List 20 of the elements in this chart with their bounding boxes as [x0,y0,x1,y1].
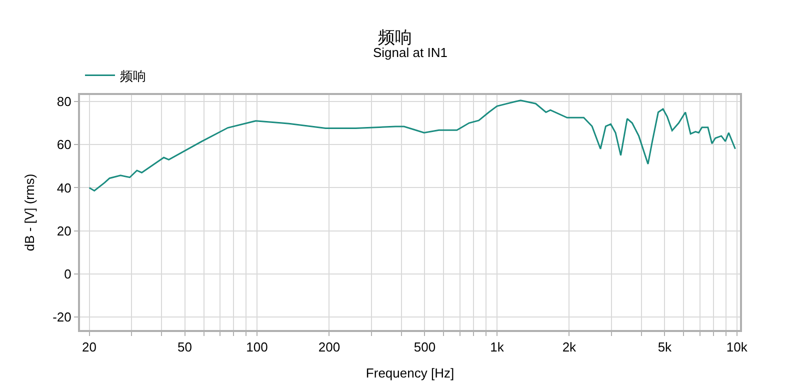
x-tick-label: 1k [490,340,504,355]
x-tick-label: 500 [414,340,436,355]
y-axis-title: dB - [V] (rms) [22,174,38,252]
x-tick-label: 200 [318,340,340,355]
chart-title: 频响 [378,28,412,48]
y-tick-label: 20 [56,223,72,238]
x-tick-label: 5k [658,340,672,355]
x-tick-label: 2k [562,340,577,355]
y-tick-label: 40 [56,180,72,196]
y-tick-label: 60 [56,137,72,152]
legend-label: 频响 [120,68,146,84]
x-tick-label: 10k [726,340,748,355]
y-tick-label: -20 [52,310,72,325]
x-axis-title: Frequency [Hz] [366,366,454,381]
x-tick-label: 50 [178,340,192,355]
chart-subtitle: Signal at IN1 [373,45,448,60]
x-tick-label: 100 [246,340,268,355]
y-tick-label: 80 [56,94,72,110]
y-tick-label: 0 [64,266,72,282]
x-tick-label: 20 [82,340,96,355]
